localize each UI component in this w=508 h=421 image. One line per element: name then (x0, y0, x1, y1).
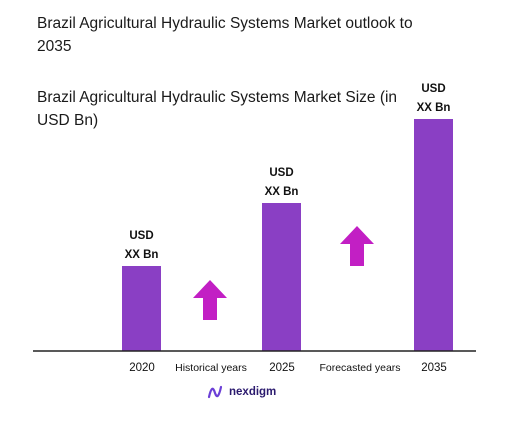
bar-2020 (122, 266, 161, 351)
growth-arrow-up-icon-forecasted (340, 226, 374, 266)
x-tick-label-2035: 2035 (421, 362, 447, 374)
bar-value-label-2035: XX Bn (417, 102, 451, 114)
chart-subtitle: Brazil Agricultural Hydraulic Systems Ma… (37, 89, 398, 129)
bar-2035 (414, 119, 453, 351)
nexdigm-logo-icon (207, 385, 223, 399)
period-label-forecasted: Forecasted years (319, 362, 400, 374)
brand-name: nexdigm (229, 386, 277, 398)
x-tick-label-2025: 2025 (269, 362, 295, 374)
growth-arrow-up-icon-historical (193, 280, 227, 320)
bar-value-label-2020: USD (129, 230, 153, 242)
chart-title: Brazil Agricultural Hydraulic Systems Ma… (37, 15, 413, 55)
bar-value-label-2025: USD (269, 167, 293, 179)
brand-logo: nexdigm (207, 384, 276, 400)
bar-value-label-2025: XX Bn (265, 186, 299, 198)
x-tick-label-2020: 2020 (129, 362, 155, 374)
period-label-historical: Historical years (175, 362, 247, 374)
bar-value-label-2020: XX Bn (125, 249, 159, 261)
bar-2025 (262, 203, 301, 351)
bar-value-label-2035: USD (421, 83, 445, 95)
